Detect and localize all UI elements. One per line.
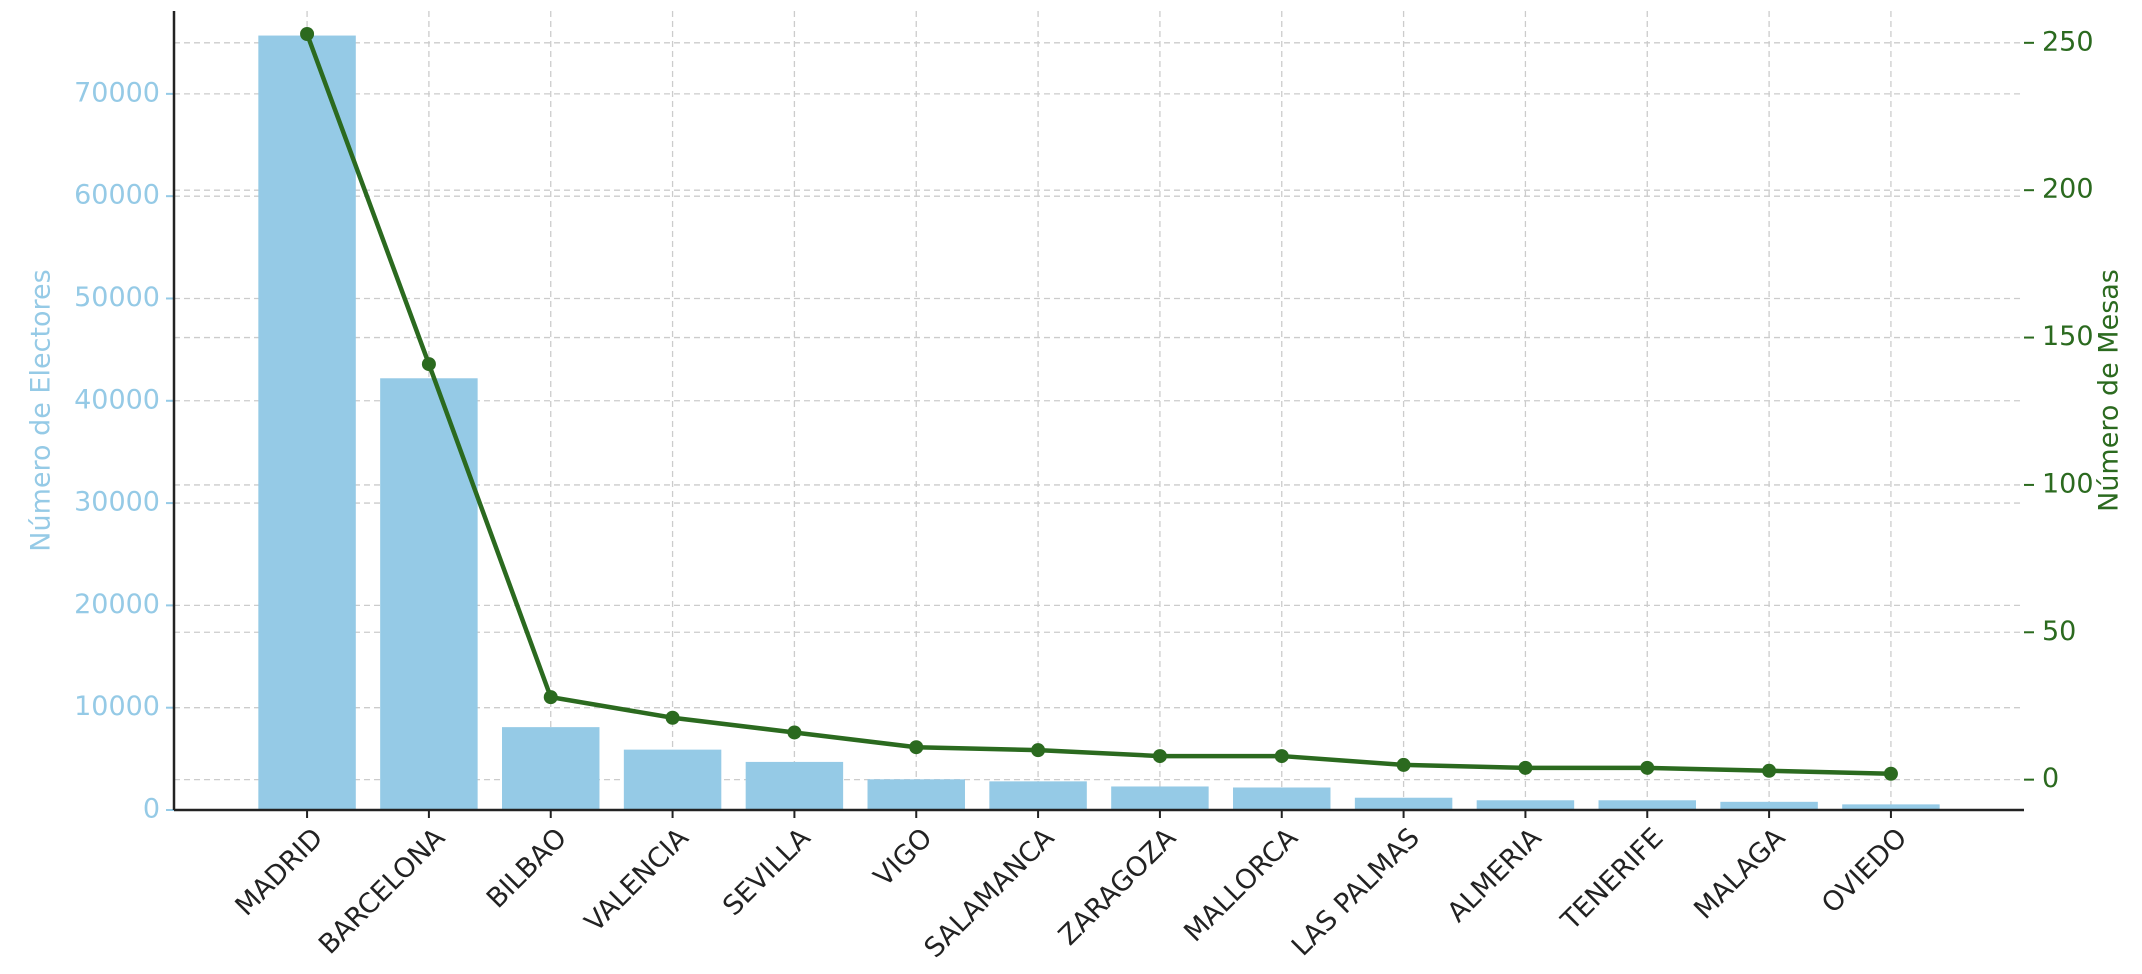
point xyxy=(1031,743,1046,758)
x-tick-label: OVIEDO xyxy=(1816,822,1913,919)
bar xyxy=(258,35,356,810)
point xyxy=(1396,757,1411,772)
x-tick-label: LAS PALMAS xyxy=(1286,822,1426,962)
y2-tick-label: 250 xyxy=(2042,26,2094,57)
y2-tick-label: 200 xyxy=(2042,174,2094,205)
y2-axis-title: Número de Mesas xyxy=(2094,269,2125,512)
y2-tick-label: 100 xyxy=(2042,468,2094,499)
y-tick-label: 0 xyxy=(143,794,160,825)
point xyxy=(787,725,802,740)
y-tick-label: 70000 xyxy=(74,77,160,108)
x-tick-label: BARCELONA xyxy=(313,822,451,960)
y-tick-label: 20000 xyxy=(74,589,160,620)
x-tick-label: VIGO xyxy=(868,822,938,892)
bar xyxy=(1598,800,1696,810)
x-tick-label: ZARAGOZA xyxy=(1053,822,1183,952)
x-tick-label: VALENCIA xyxy=(579,822,695,938)
y2-tick-label: 150 xyxy=(2042,321,2094,352)
y-tick-label: 60000 xyxy=(74,180,160,211)
bar xyxy=(502,727,600,810)
bar xyxy=(1476,800,1575,810)
x-tick-label: TENERIFE xyxy=(1555,822,1670,937)
point xyxy=(665,710,680,725)
bar xyxy=(1111,786,1209,810)
x-tick-label: MALAGA xyxy=(1688,822,1791,925)
bar xyxy=(623,749,722,810)
y-tick-label: 50000 xyxy=(74,282,160,313)
line xyxy=(304,33,1891,776)
point xyxy=(909,740,924,755)
y-tick-label: 10000 xyxy=(74,691,160,722)
y2-tick-label: 50 xyxy=(2042,616,2076,647)
x-tick-label: ALMERIA xyxy=(1442,822,1548,928)
point xyxy=(1883,766,1898,781)
x-tick-label: BILBAO xyxy=(481,822,573,914)
bar xyxy=(1720,801,1818,810)
bar xyxy=(989,781,1087,810)
point xyxy=(1762,763,1777,778)
x-tick-label: MALLORCA xyxy=(1178,822,1304,948)
point xyxy=(1640,760,1655,775)
point xyxy=(300,26,315,41)
point xyxy=(1518,760,1533,775)
bar xyxy=(1842,804,1940,810)
bar xyxy=(380,378,478,810)
x-tick-label: MADRID xyxy=(230,822,330,922)
point xyxy=(1152,749,1167,764)
bar xyxy=(867,779,965,810)
point xyxy=(421,357,436,372)
bar xyxy=(745,761,844,810)
y-tick-label: 30000 xyxy=(74,487,160,518)
bar xyxy=(1354,797,1453,810)
y2-tick-label: 0 xyxy=(2042,763,2059,794)
point xyxy=(543,690,558,705)
x-tick-label: SALAMANCA xyxy=(919,822,1061,964)
x-tick-label: SEVILLA xyxy=(717,822,817,922)
y-axis-title: Número de Electores xyxy=(26,269,57,551)
point xyxy=(1274,749,1289,764)
y-tick-label: 40000 xyxy=(74,384,160,415)
bar xyxy=(1233,787,1331,810)
